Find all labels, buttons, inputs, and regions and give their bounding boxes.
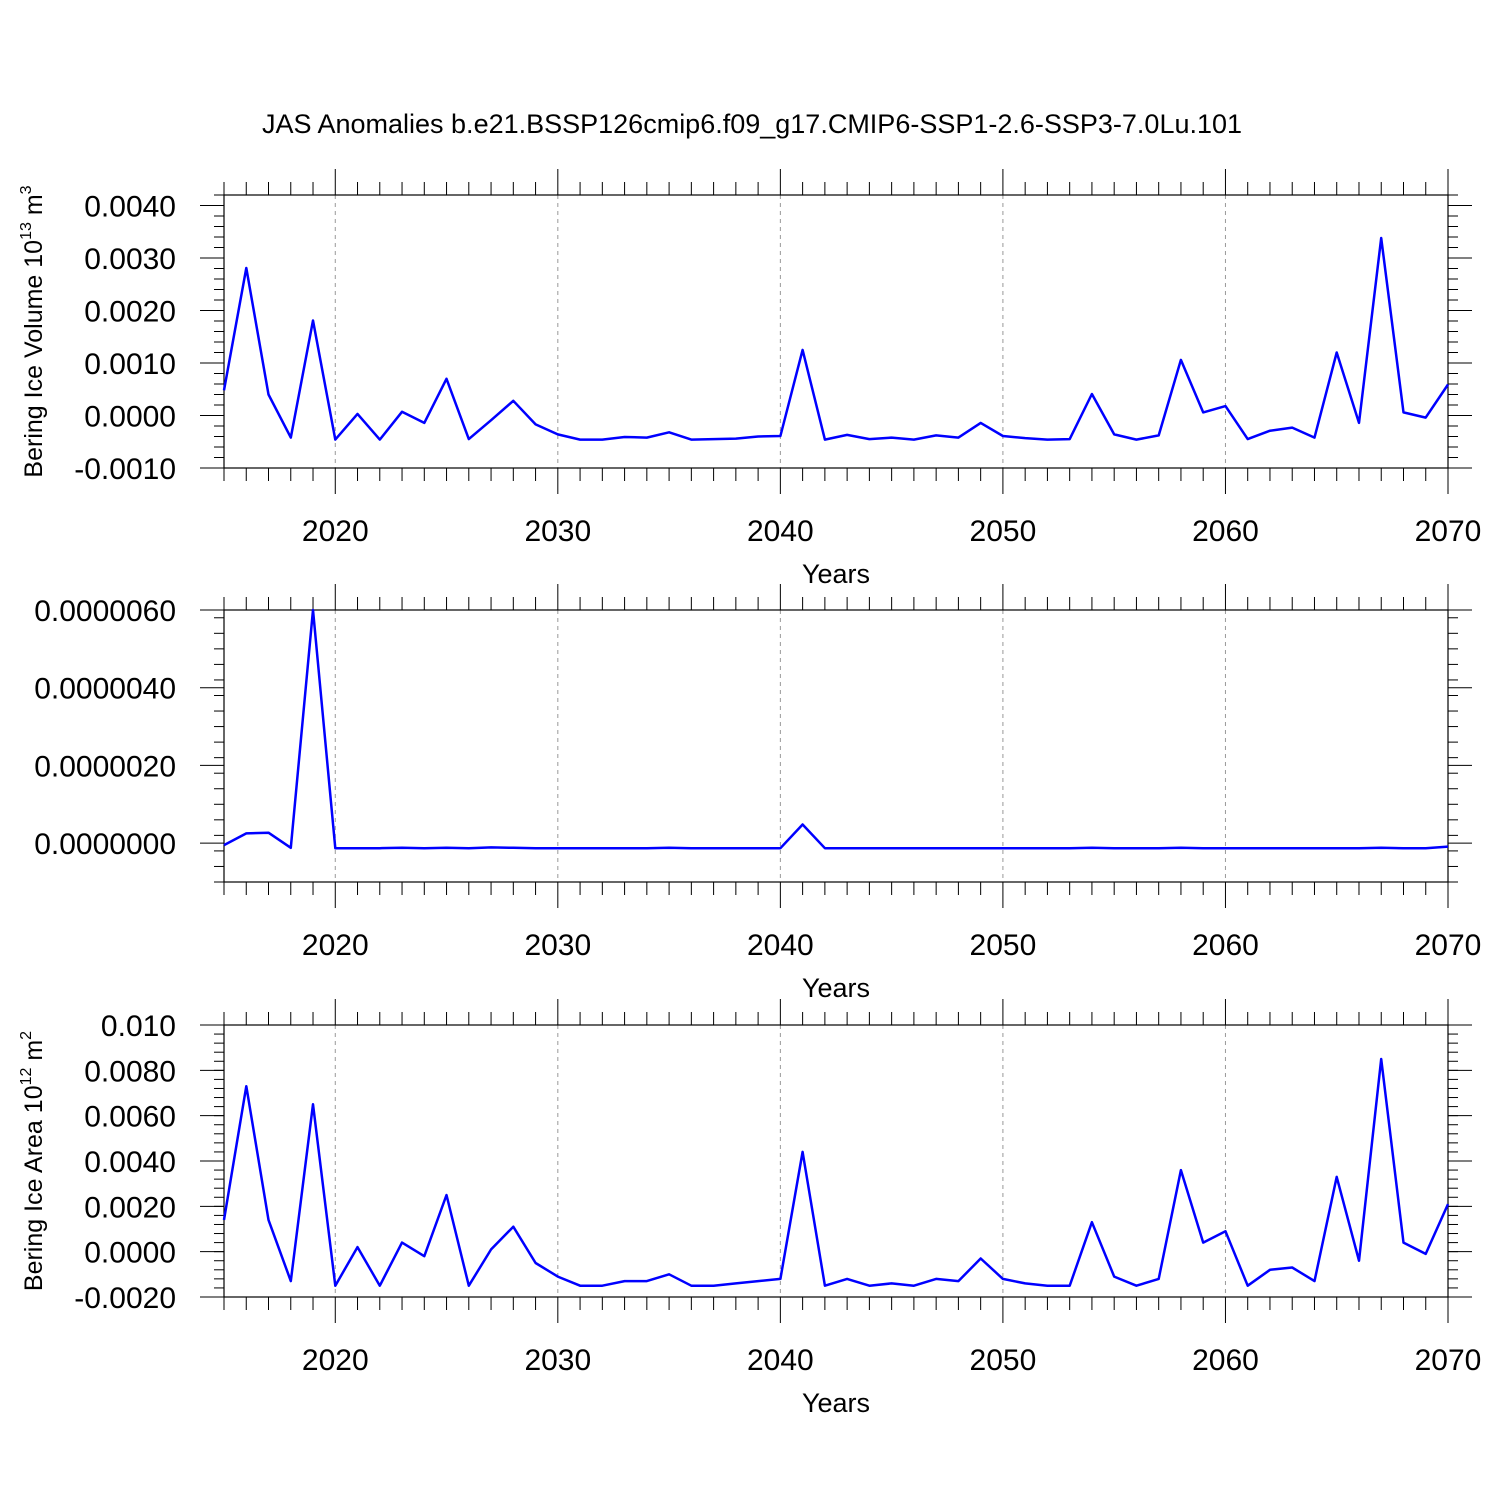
x-tick-label: 2050: [970, 1344, 1037, 1377]
y-tick-label: 0.0000020: [34, 750, 176, 783]
x-tick-label: 2040: [747, 1344, 814, 1377]
y-tick-label: 0.0060: [84, 1101, 176, 1134]
x-tick-label: 2050: [970, 515, 1037, 548]
plot-frame: [223, 194, 1449, 469]
series-line-1: [222, 236, 1450, 441]
panels: 2020 2030 2040 2050 2060 2070 -0.0010 0.0000 0.0…: [18, 169, 1481, 1418]
x-tick-label: 2060: [1192, 929, 1259, 962]
y-tick-label: -0.0010: [74, 453, 176, 486]
y-tick-label: -0.0020: [74, 1282, 176, 1315]
x-axis-label: Years: [802, 1388, 870, 1418]
series-line-1: [222, 1057, 1450, 1287]
x-tick-label: 2020: [302, 929, 369, 962]
x-tick-label: 2040: [747, 515, 814, 548]
y-tick-label: 0.0010: [84, 348, 176, 381]
y-tick-label: 0.0000: [84, 401, 176, 434]
y-tick-label: 0.0000000: [34, 828, 176, 861]
panel-3: 2020 2030 2040 2050 2060 2070 -0.0020 0.0000 0.0…: [18, 999, 1481, 1418]
x-tick-label: 2070: [1415, 1344, 1482, 1377]
y-axis-label: Bering Ice Area 1012 m2: [18, 1031, 48, 1291]
plot-frame: [223, 1024, 1449, 1298]
y-tick-label: 0.0000060: [34, 595, 176, 628]
y-tick-label: 0.0040: [84, 1146, 176, 1179]
y-tick-label: 0.0080: [84, 1055, 176, 1088]
x-tick-label: 2020: [302, 1344, 369, 1377]
y-axis-label: Bering Ice Volume 1013 m3: [18, 185, 48, 477]
x-tick-label: 2050: [970, 929, 1037, 962]
x-tick-label: 2030: [524, 515, 591, 548]
x-tick-label: 2060: [1192, 1344, 1259, 1377]
plot-frame: [223, 609, 1449, 883]
panel-2: 2020 2030 2040 2050 2060 2070 0.0000000 0.00000…: [34, 584, 1481, 1003]
y-tick-label: 0.0020: [84, 1191, 176, 1224]
x-tick-label: 2070: [1415, 929, 1482, 962]
x-axis-label: Years: [802, 559, 870, 589]
y-tick-label: 0.0040: [84, 191, 176, 224]
panel-1: 2020 2030 2040 2050 2060 2070 -0.0010 0.0000 0.0…: [18, 169, 1481, 589]
x-tick-label: 2040: [747, 929, 814, 962]
series-line-1: [223, 608, 1449, 850]
x-axis-label: Years: [802, 973, 870, 1003]
x-tick-label: 2030: [524, 1344, 591, 1377]
y-tick-label: 0.0000: [84, 1237, 176, 1270]
y-tick-label: 0.0020: [84, 296, 176, 329]
figure-title: JAS Anomalies b.e21.BSSP126cmip6.f09_g17…: [262, 109, 1242, 139]
y-tick-label: 0.0030: [84, 243, 176, 276]
x-tick-label: 2070: [1415, 515, 1482, 548]
x-tick-label: 2030: [524, 929, 591, 962]
y-tick-label: 0.0000040: [34, 673, 176, 706]
x-tick-label: 2060: [1192, 515, 1259, 548]
y-tick-label: 0.010: [101, 1010, 176, 1043]
x-tick-label: 2020: [302, 515, 369, 548]
